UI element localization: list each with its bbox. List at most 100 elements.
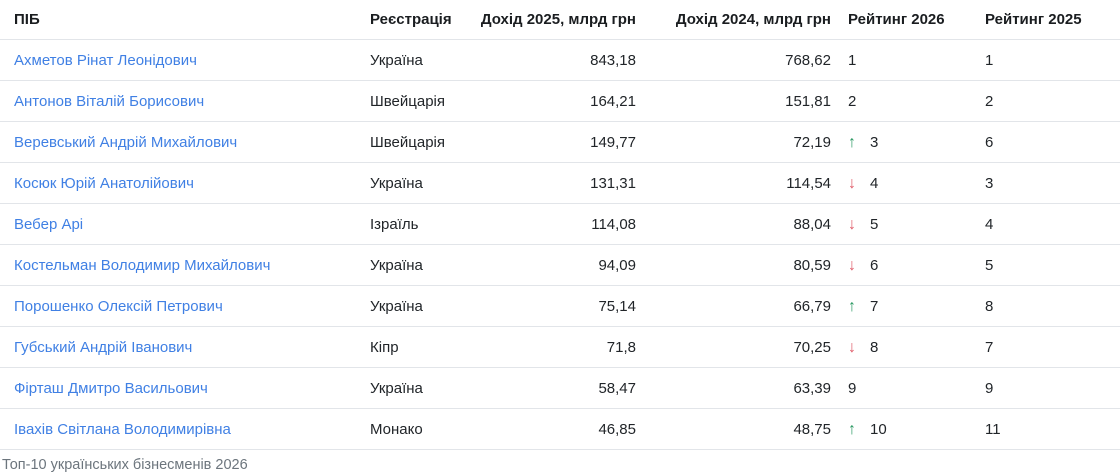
income-2024-cell: 66,79 [636, 285, 831, 327]
income-2024-cell: 70,25 [636, 326, 831, 368]
registration-cell: Україна [356, 39, 443, 81]
rating-2026-value: 1 [848, 51, 857, 69]
table-row: Ахметов Рінат Леонідович Україна 843,18 … [0, 39, 1120, 81]
name-cell: Антонов Віталій Борисович [0, 80, 356, 122]
column-header-rating-2025: Рейтинг 2025 [981, 0, 1120, 40]
name-cell: Вебер Арі [0, 203, 356, 245]
income-2024-cell: 72,19 [636, 121, 831, 163]
registration-cell: Україна [356, 285, 443, 327]
trend-arrow-icon: ↑ [848, 420, 856, 438]
income-2024-cell: 114,54 [636, 162, 831, 204]
income-2025-cell: 131,31 [443, 162, 636, 204]
income-2025-cell: 164,21 [443, 80, 636, 122]
income-2025-cell: 114,08 [443, 203, 636, 245]
person-name-link[interactable]: Ахметов Рінат Леонідович [14, 51, 197, 69]
column-header-income-2024: Дохід 2024, млрд грн [636, 0, 831, 40]
rating-2026-cell: ↓ 6 [831, 244, 981, 286]
income-2025-cell: 149,77 [443, 121, 636, 163]
rating-2026-value: 8 [870, 338, 879, 356]
column-header-rating-2026: Рейтинг 2026 [831, 0, 981, 40]
person-name-link[interactable]: Порошенко Олексій Петрович [14, 297, 223, 315]
rating-2026-value: 9 [848, 379, 857, 397]
person-name-link[interactable]: Івахів Світлана Володимирівна [14, 420, 231, 438]
rating-2026-value: 10 [870, 420, 887, 438]
registration-cell: Монако [356, 408, 443, 450]
person-name-link[interactable]: Веревський Андрій Михайлович [14, 133, 238, 151]
income-2024-cell: 48,75 [636, 408, 831, 450]
registration-cell: Україна [356, 162, 443, 204]
person-name-link[interactable]: Губський Андрій Іванович [14, 338, 193, 356]
registration-cell: Ізраїль [356, 203, 443, 245]
table-row: Веревський Андрій Михайлович Швейцарія 1… [0, 121, 1120, 163]
rating-2026-cell: ↓ 4 [831, 162, 981, 204]
person-name-link[interactable]: Вебер Арі [14, 215, 84, 233]
rating-2026-cell: ↑ 10 [831, 408, 981, 450]
person-name-link[interactable]: Косюк Юрій Анатолійович [14, 174, 194, 192]
rating-2026-value: 7 [870, 297, 879, 315]
income-2025-cell: 58,47 [443, 367, 636, 409]
person-name-link[interactable]: Фірташ Дмитро Васильович [14, 379, 208, 397]
name-cell: Ахметов Рінат Леонідович [0, 39, 356, 81]
registration-cell: Україна [356, 244, 443, 286]
rating-2025-cell: 9 [981, 367, 1120, 409]
rating-2026-cell: ↑ 7 [831, 285, 981, 327]
income-2024-cell: 151,81 [636, 80, 831, 122]
registration-cell: Швейцарія [356, 80, 445, 122]
name-cell: Івахів Світлана Володимирівна [0, 408, 356, 450]
rating-2025-cell: 1 [981, 39, 1120, 81]
table-row: Вебер Арі Ізраїль 114,08 88,04 ↓ 5 4 [0, 203, 1120, 245]
rating-2026-cell: ↓ 5 [831, 203, 981, 245]
column-header-income-2025: Дохід 2025, млрд грн [443, 0, 636, 40]
income-2025-cell: 75,14 [443, 285, 636, 327]
income-2025-cell: 71,8 [443, 326, 636, 368]
table-body: Ахметов Рінат Леонідович Україна 843,18 … [0, 39, 1120, 450]
table-caption: Топ-10 українських бізнесменів 2026 [2, 457, 248, 473]
name-cell: Губський Андрій Іванович [0, 326, 356, 368]
trend-arrow-icon: ↑ [848, 297, 856, 315]
person-name-link[interactable]: Костельман Володимир Михайлович [14, 256, 271, 274]
name-cell: Веревський Андрій Михайлович [0, 121, 356, 163]
table-row: Губський Андрій Іванович Кіпр 71,8 70,25… [0, 326, 1120, 368]
table-row: Костельман Володимир Михайлович Україна … [0, 244, 1120, 286]
trend-arrow-icon: ↑ [848, 133, 856, 151]
table-header-row: ПІБ Реєстрація Дохід 2025, млрд грн Дохі… [0, 0, 1120, 40]
income-2025-cell: 94,09 [443, 244, 636, 286]
income-2024-cell: 80,59 [636, 244, 831, 286]
income-2024-cell: 768,62 [636, 39, 831, 81]
rating-2025-cell: 5 [981, 244, 1120, 286]
rating-2025-cell: 11 [981, 408, 1120, 450]
table-row: Фірташ Дмитро Васильович Україна 58,47 6… [0, 367, 1120, 409]
rating-2026-cell: 9 [831, 367, 981, 409]
rating-2026-cell: ↑ 3 [831, 121, 981, 163]
rating-2026-cell: ↓ 8 [831, 326, 981, 368]
registration-cell: Швейцарія [356, 121, 445, 163]
column-header-name: ПІБ [0, 0, 356, 40]
name-cell: Фірташ Дмитро Васильович [0, 367, 356, 409]
table-row: Івахів Світлана Володимирівна Монако 46,… [0, 408, 1120, 450]
table-row: Порошенко Олексій Петрович Україна 75,14… [0, 285, 1120, 327]
rating-2025-cell: 6 [981, 121, 1120, 163]
rating-2025-cell: 8 [981, 285, 1120, 327]
name-cell: Порошенко Олексій Петрович [0, 285, 356, 327]
rating-2025-cell: 7 [981, 326, 1120, 368]
rating-2026-value: 2 [848, 92, 857, 110]
rating-2025-cell: 3 [981, 162, 1120, 204]
rating-2026-value: 4 [870, 174, 879, 192]
registration-cell: Кіпр [356, 326, 443, 368]
trend-arrow-icon: ↓ [848, 338, 856, 356]
table-row: Косюк Юрій Анатолійович Україна 131,31 1… [0, 162, 1120, 204]
table-row: Антонов Віталій Борисович Швейцарія 164,… [0, 80, 1120, 122]
rating-2025-cell: 2 [981, 80, 1120, 122]
column-header-registration: Реєстрація [356, 0, 452, 40]
name-cell: Косюк Юрій Анатолійович [0, 162, 356, 204]
rating-2026-cell: 1 [831, 39, 981, 81]
rating-2025-cell: 4 [981, 203, 1120, 245]
income-2024-cell: 88,04 [636, 203, 831, 245]
income-2024-cell: 63,39 [636, 367, 831, 409]
person-name-link[interactable]: Антонов Віталій Борисович [14, 92, 205, 110]
rating-2026-value: 3 [870, 133, 879, 151]
businessmen-ranking-table: ПІБ Реєстрація Дохід 2025, млрд грн Дохі… [0, 0, 1120, 450]
rating-2026-cell: 2 [831, 80, 981, 122]
income-2025-cell: 843,18 [443, 39, 636, 81]
